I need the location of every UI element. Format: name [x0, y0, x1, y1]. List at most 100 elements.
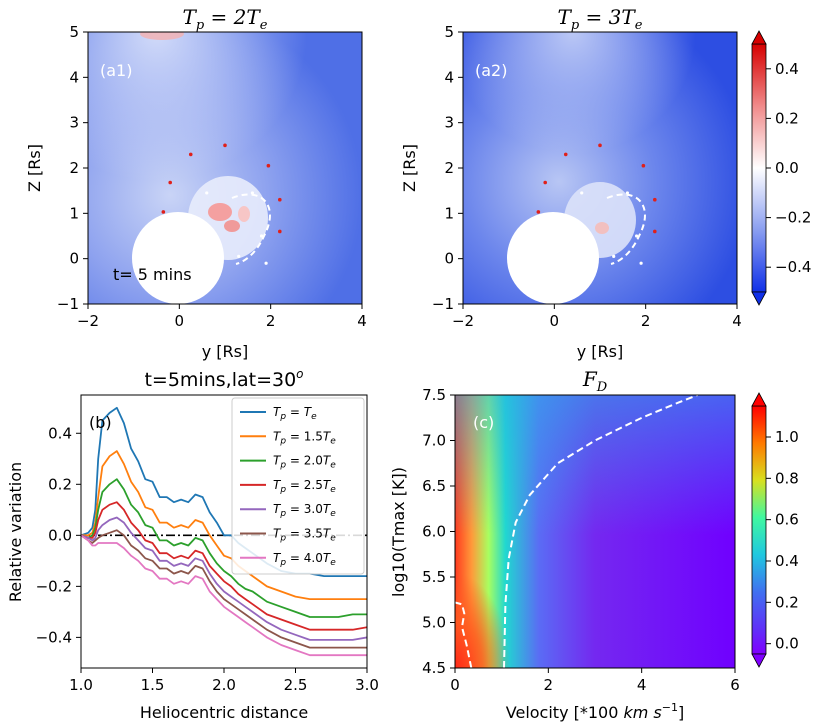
y-tick-label: −1 [57, 295, 79, 313]
series-line-4 [81, 501, 367, 631]
y-tick-label: 4.5 [422, 659, 446, 677]
colorbar-tick-label: 0.4 [775, 552, 799, 570]
y-tick-label: 1 [69, 204, 79, 222]
x-tick-label: 0 [550, 312, 560, 330]
legend-items: Tp = Te Tp = 1.5Te Tp = 2.0Te Tp = 2.5Te Tp … [240, 405, 336, 568]
contour-c-right [503, 395, 699, 668]
title-a1: Tp = 2Te [183, 5, 268, 33]
series-line-3 [81, 478, 367, 618]
y-tick-label: 5 [69, 23, 79, 41]
dots-a1 [161, 143, 282, 265]
front-contour-a2 [606, 193, 646, 265]
red-marker-dot [188, 152, 193, 157]
colorbar-a-gradient [751, 43, 767, 293]
colorbar-c-ticks: 1.0 0.8 0.6 0.4 0.2 0.0 [766, 428, 799, 653]
x-tick-label: 4 [732, 312, 742, 330]
panel-a2: (a2) −2 0 2 4 −1 0 1 2 3 4 5 Tp = 3Te y [Rs] Z [Rs… [400, 5, 742, 361]
legend-label: Tp = Te [273, 405, 317, 422]
white-marker-dot [612, 254, 616, 258]
ylabel-a2: Z [Rs] [400, 144, 419, 192]
panel-b: (b) Tp = Te Tp = 1.5Te Tp = 2.0Te Tp = 2.5T… [6, 367, 379, 722]
red-marker-dot [278, 197, 282, 202]
x-tick-label: 2.5 [284, 676, 308, 694]
x-tick-label: 0 [450, 676, 460, 694]
red-marker-dot [598, 143, 602, 148]
red-marker-dot [641, 163, 646, 168]
legend-label: Tp = 2.5Te [273, 478, 336, 495]
x-tick-label: 6 [730, 676, 740, 694]
series-line-2 [81, 450, 367, 600]
y-tick-label: 2 [69, 159, 79, 177]
ticks-a2: −2 0 2 4 −1 0 1 2 3 4 5 [432, 23, 742, 330]
x-tick-label: 3.0 [355, 676, 379, 694]
x-tick-label: 4 [357, 312, 367, 330]
colorbar-tick-label: 0.6 [775, 511, 799, 529]
y-tick-label: 7.0 [422, 432, 446, 450]
y-tick-label: 4 [444, 68, 454, 86]
heatmap-a1-red-patch [208, 203, 232, 221]
red-marker-dot [543, 180, 547, 185]
y-tick-label: 0 [444, 250, 454, 268]
y-tick-label: 6.0 [422, 523, 446, 541]
white-marker-dot [580, 191, 584, 195]
red-marker-dot [278, 229, 282, 234]
legend-label: Tp = 1.5Te [273, 429, 336, 446]
red-marker-dot [168, 180, 172, 185]
colorbar-tick-label: 0.8 [775, 469, 799, 487]
panel-label-b: (b) [89, 413, 112, 432]
xlabel-b: Heliocentric distance [140, 703, 308, 722]
x-tick-label: 2.0 [212, 676, 236, 694]
y-tick-label: 2 [444, 159, 454, 177]
time-annotation: t= 5 mins [113, 265, 192, 284]
y-tick-label: 5 [444, 23, 454, 41]
xlabel-a1: y [Rs] [202, 342, 249, 361]
colorbar-tick-label: 0.2 [775, 593, 799, 611]
colorbar-c-extend-bottom [751, 653, 767, 668]
y-tick-label: 5.0 [422, 614, 446, 632]
white-marker-dot [205, 191, 209, 195]
title-b: t=5mins,lat=30o [144, 367, 303, 391]
x-tick-label: 0 [175, 312, 185, 330]
legend-label: Tp = 3.0Te [273, 502, 336, 519]
heatmap-a2-red-patch [595, 222, 609, 234]
legend-label: Tp = 3.5Te [273, 527, 336, 544]
red-marker-dot [563, 152, 568, 157]
ylabel-a1: Z [Rs] [25, 144, 44, 192]
red-marker-dot [536, 210, 541, 214]
y-tick-label: 3 [69, 114, 79, 132]
series-line-7 [81, 534, 367, 657]
x-tick-label: 1.5 [141, 676, 165, 694]
y-tick-label: 7.5 [422, 386, 446, 404]
white-marker-dot [259, 234, 264, 238]
xlabel-c: Velocity [*100 km s−1] [506, 701, 684, 722]
white-marker-dot [639, 261, 643, 265]
red-marker-dot [653, 229, 657, 234]
x-tick-label: −2 [77, 312, 99, 330]
colorbar-tick-label: 0.0 [775, 635, 799, 653]
legend-label: Tp = 4.0Te [273, 551, 336, 568]
colorbar-tick-label: 0.4 [775, 60, 799, 78]
contour-c-left [455, 601, 473, 668]
ticks-b: 1.0 1.5 2.0 2.5 3.0 0.4 0.2 0.0 −0.2 −0.4 [36, 424, 379, 694]
colorbar-a-extend-bottom [751, 291, 767, 306]
x-tick-label: −2 [452, 312, 474, 330]
colorbar-c: 1.0 0.8 0.6 0.4 0.2 0.0 [751, 392, 799, 668]
sun-disk-a2 [507, 212, 599, 304]
red-marker-dot [161, 210, 166, 214]
red-marker-dot [653, 197, 657, 202]
y-tick-label: −1 [432, 295, 454, 313]
colorbar-a-ticks: 0.4 0.2 0.0 −0.2 −0.4 [766, 60, 811, 276]
y-tick-label: 6.5 [422, 477, 446, 495]
series-line-5 [81, 516, 367, 641]
title-a2: Tp = 3Te [558, 5, 643, 33]
sun-disk-a1 [132, 212, 224, 304]
title-c: FD [582, 367, 608, 395]
x-tick-label: 2 [266, 312, 276, 330]
colorbar-tick-label: 0.2 [775, 109, 799, 127]
y-tick-label: 4 [69, 68, 79, 86]
white-marker-dot [264, 261, 268, 265]
x-tick-label: 2 [544, 676, 554, 694]
heatmap-a1-red-patch [224, 220, 240, 232]
colorbar-tick-label: 1.0 [775, 428, 799, 446]
